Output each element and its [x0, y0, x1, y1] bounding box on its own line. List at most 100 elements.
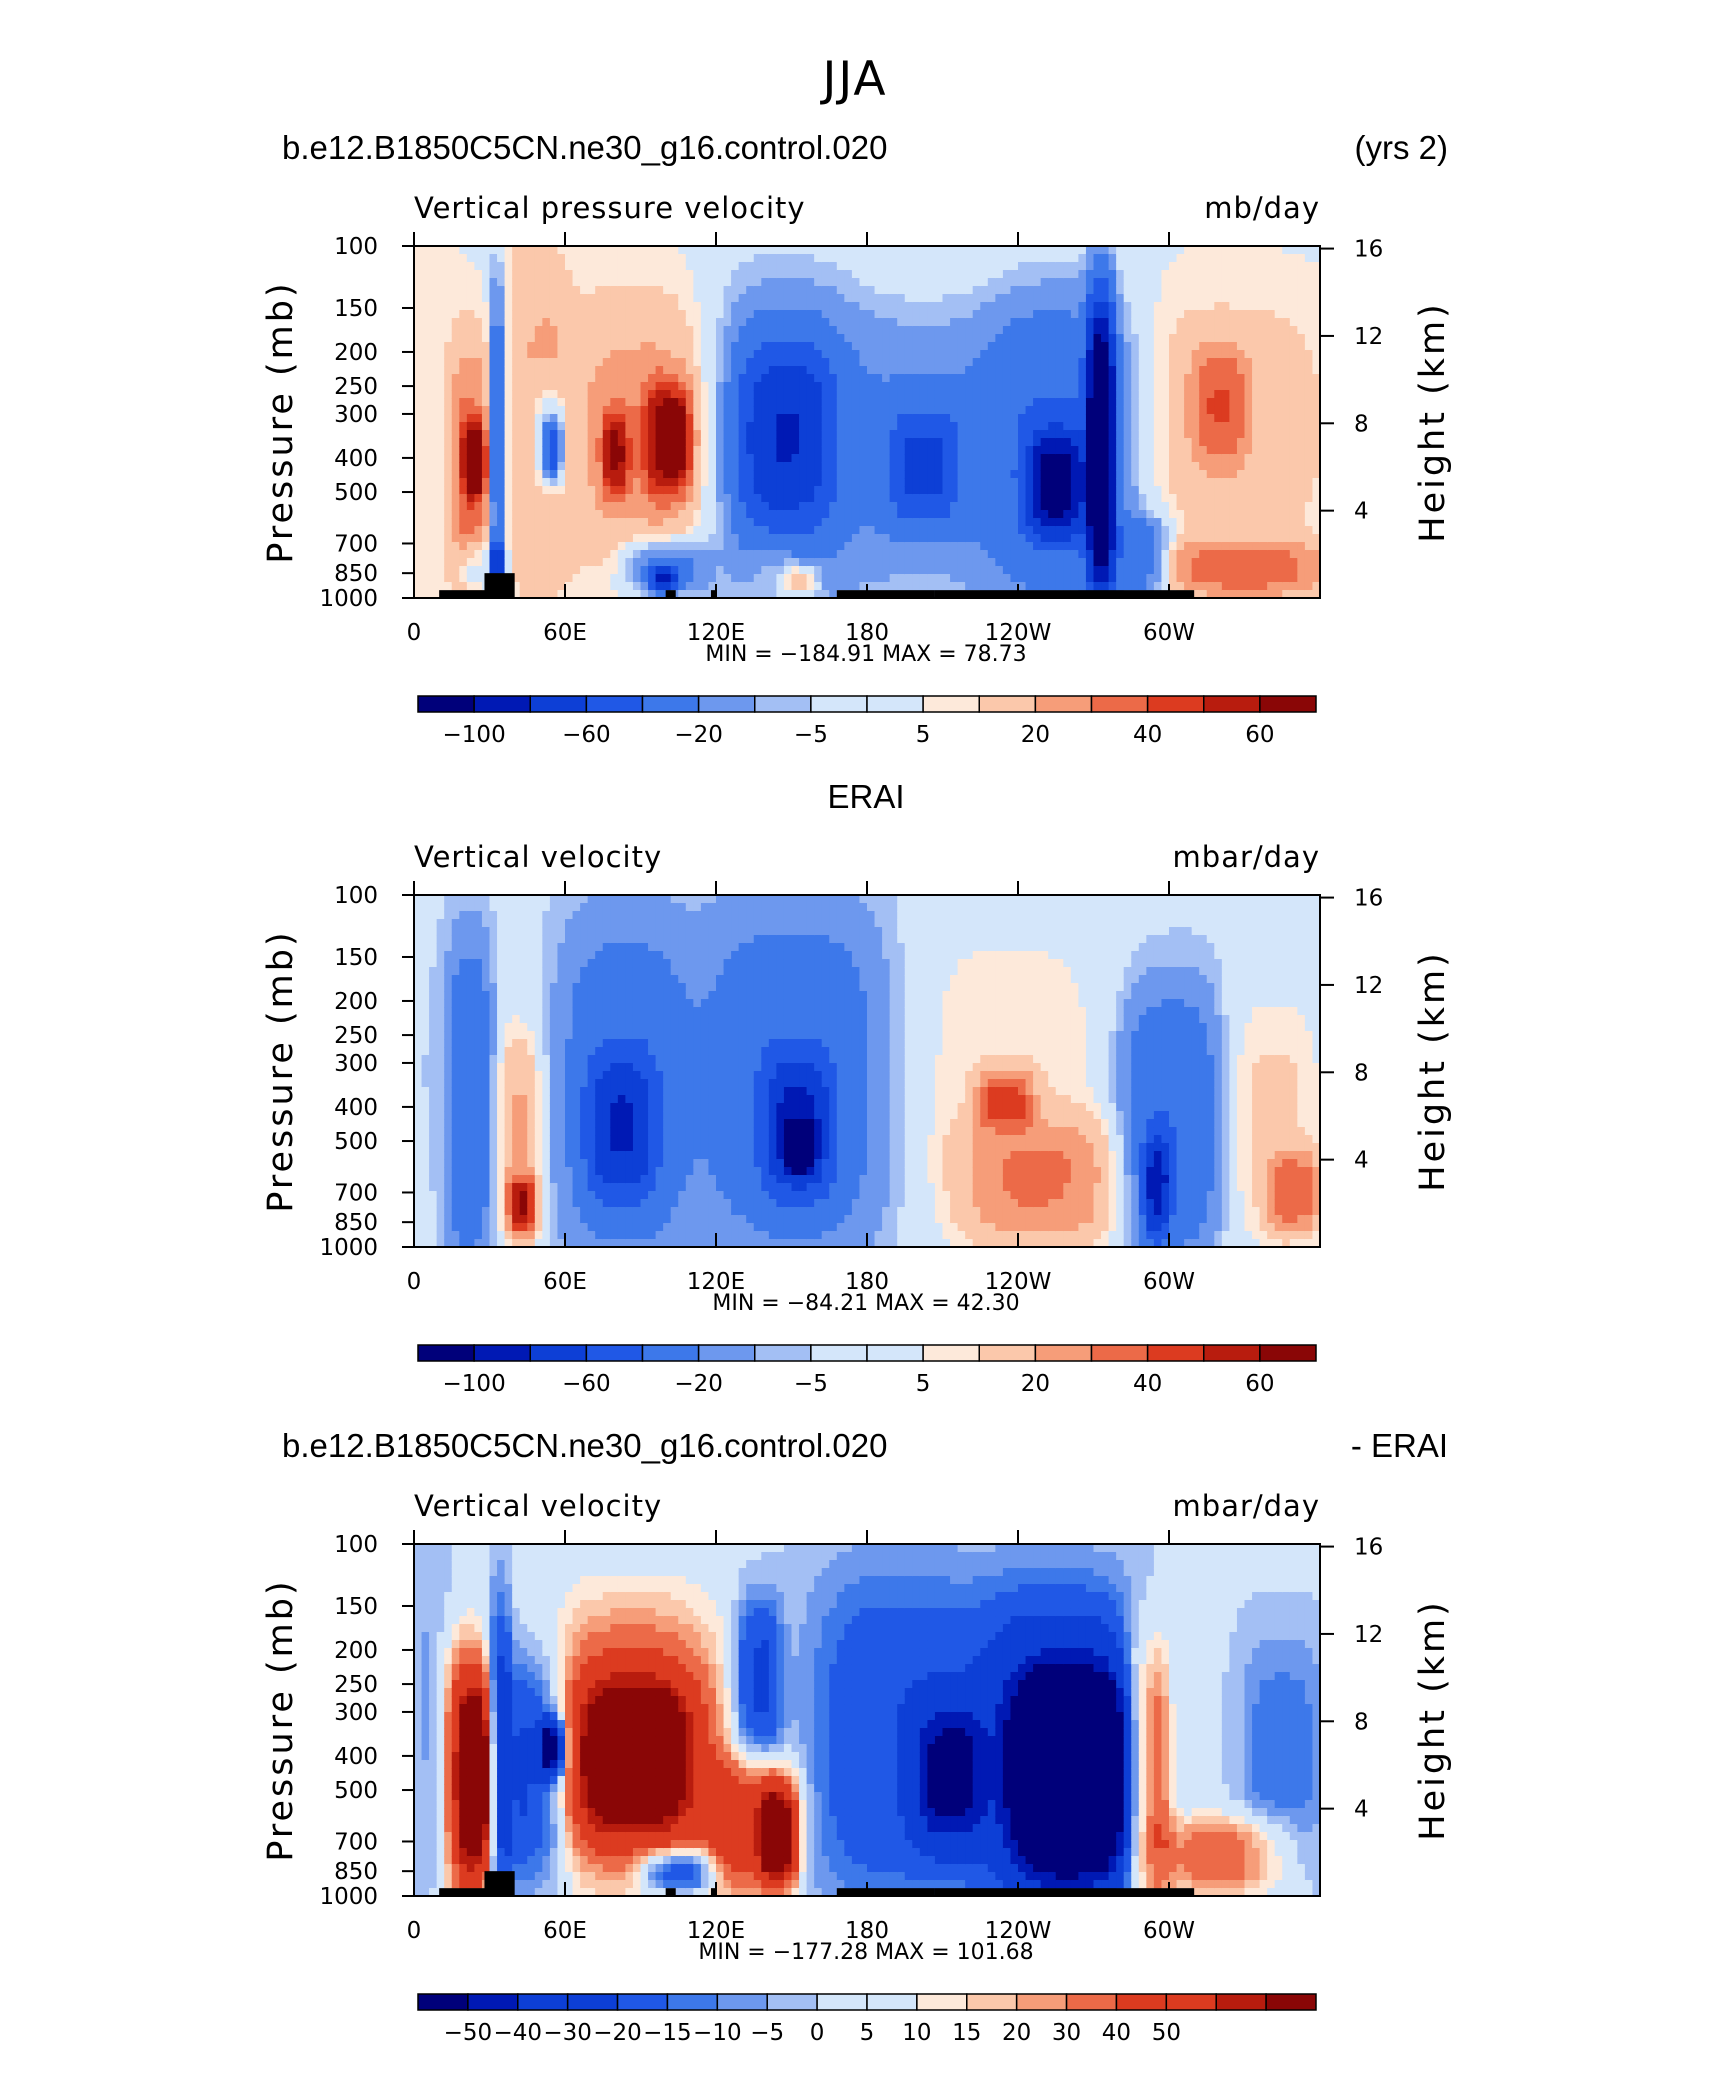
field-cell [497, 510, 506, 519]
field-cell [1161, 446, 1170, 455]
field-cell [663, 470, 672, 479]
field-cell [919, 382, 928, 391]
field-cell [1214, 478, 1223, 487]
field-cell [1252, 526, 1261, 535]
field-cell [934, 326, 944, 335]
field-cell [1018, 510, 1027, 519]
field-cell [972, 334, 981, 343]
field-cell [731, 478, 740, 487]
field-cell [648, 502, 657, 511]
field-cell [731, 350, 740, 359]
field-cell [1214, 422, 1223, 431]
field-cell [1176, 422, 1185, 431]
field-cell [746, 438, 755, 447]
field-cell [565, 262, 574, 271]
field-cell [1101, 326, 1110, 335]
field-cell [534, 438, 543, 447]
field-cell [874, 566, 883, 575]
field-cell [1101, 318, 1110, 327]
field-cell [1123, 350, 1132, 359]
field-cell [700, 414, 710, 423]
field-cell [572, 382, 581, 391]
field-cell [776, 334, 785, 343]
field-cell [1138, 334, 1147, 343]
field-cell [497, 246, 506, 255]
field-cell [776, 350, 785, 359]
field-cell [481, 318, 491, 327]
field-cell [1085, 310, 1095, 319]
field-cell [414, 422, 423, 431]
field-cell [489, 550, 498, 559]
field-cell [587, 502, 596, 511]
field-cell [580, 582, 589, 591]
field-cell [572, 262, 581, 271]
field-cell [444, 470, 453, 479]
field-cell [595, 590, 604, 599]
field-cell [1214, 374, 1223, 383]
field-cell [934, 318, 944, 327]
field-cell [972, 294, 981, 303]
field-cell [927, 294, 936, 303]
field-cell [889, 390, 898, 399]
field-cell [904, 326, 913, 335]
field-cell [1108, 382, 1117, 391]
field-cell [942, 350, 951, 359]
field-cell [1055, 294, 1064, 303]
field-cell [497, 566, 506, 575]
field-cell [761, 502, 770, 511]
field-cell [1138, 518, 1147, 527]
field-cell [678, 334, 687, 343]
field-cell [919, 558, 928, 567]
field-cell [716, 334, 725, 343]
field-cell [1070, 422, 1079, 431]
field-cell [678, 302, 687, 311]
field-cell [685, 462, 694, 471]
field-cell [466, 438, 475, 447]
field-cell [995, 494, 1004, 503]
field-cell [1033, 254, 1042, 263]
field-cell [723, 350, 732, 359]
field-cell [851, 406, 861, 415]
field-cell [1116, 334, 1125, 343]
field-cell [700, 422, 710, 431]
field-cell [519, 518, 528, 527]
field-cell [995, 430, 1004, 439]
field-cell [912, 518, 921, 527]
field-cell [799, 502, 808, 511]
field-cell [806, 430, 815, 439]
field-cell [980, 262, 989, 271]
field-cell [874, 470, 883, 479]
field-cell [1078, 502, 1087, 511]
field-cell [889, 294, 898, 303]
field-cell [640, 558, 649, 567]
field-cell [814, 246, 823, 255]
field-cell [700, 382, 710, 391]
field-cell [648, 558, 657, 567]
field-cell [1214, 294, 1223, 303]
field-cell [1206, 486, 1215, 495]
field-cell [1010, 422, 1019, 431]
field-cell [595, 510, 604, 519]
field-cell [753, 398, 762, 407]
field-cell [1229, 478, 1238, 487]
field-cell [753, 574, 762, 583]
field-cell [927, 326, 936, 335]
field-cell [1252, 350, 1261, 359]
field-cell [557, 414, 566, 423]
field-cell [829, 438, 838, 447]
field-cell [1214, 470, 1223, 479]
field-cell [783, 406, 793, 415]
field-cell [1259, 550, 1268, 559]
field-cell [1018, 558, 1027, 567]
field-cell [1116, 382, 1125, 391]
field-cell [617, 566, 626, 575]
field-cell [489, 438, 498, 447]
field-cell [1063, 390, 1072, 399]
field-cell [632, 430, 642, 439]
field-cell [1085, 366, 1095, 375]
field-cell [934, 382, 944, 391]
field-cell [542, 350, 551, 359]
field-cell [625, 366, 634, 375]
field-cell [1131, 462, 1140, 471]
field-cell [685, 278, 694, 287]
